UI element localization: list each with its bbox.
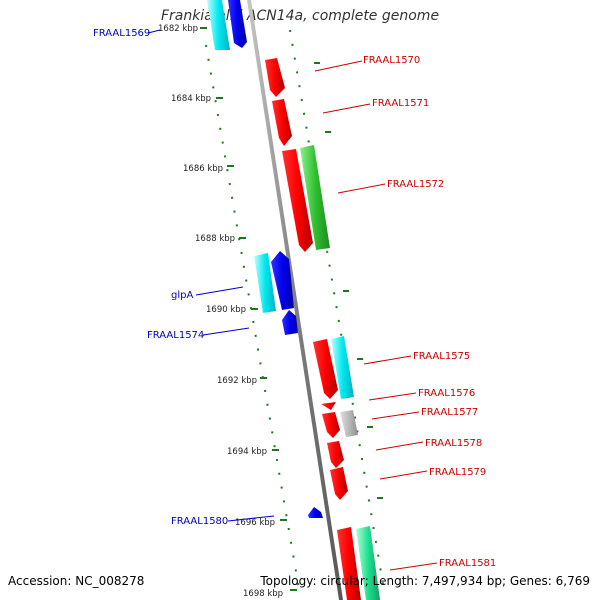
kbp-labels: 1682 kbp 1684 kbp 1686 kbp 1688 kbp 1690… — [158, 24, 283, 599]
gene-fraal1570[interactable] — [265, 58, 285, 97]
gene-fraal1574[interactable] — [282, 310, 298, 335]
genome-summary: Topology: circular; Length: 7,497,934 bp… — [260, 574, 590, 588]
right-tick-ring — [289, 29, 385, 591]
gene-label-fraal1577[interactable]: FRAAL1577 — [421, 407, 478, 418]
gene-fraal1576[interactable] — [321, 402, 336, 410]
gene-fraal1578[interactable] — [327, 441, 344, 468]
kbp-label: 1696 kbp — [235, 518, 275, 528]
kbp-tick-marks — [200, 27, 383, 591]
gene-label-fraal1581[interactable]: FRAAL1581 — [439, 558, 496, 569]
kbp-label: 1690 kbp — [206, 305, 246, 315]
kbp-label: 1682 kbp — [158, 24, 198, 34]
gene-label-fraal1575[interactable]: FRAAL1575 — [413, 351, 470, 362]
accession-text: Accession: NC_008278 — [8, 574, 145, 588]
gene-fraal1572[interactable] — [282, 145, 330, 252]
gene-label-fraal1579[interactable]: FRAAL1579 — [429, 467, 486, 478]
gene-fraal1577[interactable] — [322, 410, 358, 438]
gene-fraal1569[interactable] — [207, 0, 247, 50]
gene-fraal1579[interactable] — [330, 467, 348, 500]
gene-label-fraal1576[interactable]: FRAAL1576 — [418, 388, 475, 399]
gene-fraal1581[interactable] — [337, 526, 380, 600]
kbp-label: 1692 kbp — [217, 376, 257, 386]
gene-label-fraal1580[interactable]: FRAAL1580 — [171, 516, 228, 527]
kbp-label: 1694 kbp — [227, 447, 267, 457]
gene-label-fraal1569[interactable]: FRAAL1569 — [93, 28, 150, 39]
gene-fraal1575[interactable] — [313, 336, 354, 399]
gene-label-fraal1574[interactable]: FRAAL1574 — [147, 330, 204, 341]
genome-backbone — [247, 0, 343, 600]
gene-label-glpa[interactable]: glpA — [171, 290, 193, 301]
kbp-label: 1698 kbp — [243, 589, 283, 599]
gene-label-fraal1570[interactable]: FRAAL1570 — [363, 55, 420, 66]
kbp-label: 1686 kbp — [183, 164, 223, 174]
gene-label-fraal1572[interactable]: FRAAL1572 — [387, 179, 444, 190]
gene-fraal1580[interactable] — [308, 507, 323, 518]
gene-label-fraal1571[interactable]: FRAAL1571 — [372, 98, 429, 109]
kbp-label: 1688 kbp — [195, 234, 235, 244]
gene-label-fraal1578[interactable]: FRAAL1578 — [425, 438, 482, 449]
gene-fraal1571[interactable] — [272, 99, 292, 146]
label-leaders — [147, 29, 438, 571]
gene-glpa[interactable] — [254, 251, 294, 313]
kbp-label: 1684 kbp — [171, 94, 211, 104]
